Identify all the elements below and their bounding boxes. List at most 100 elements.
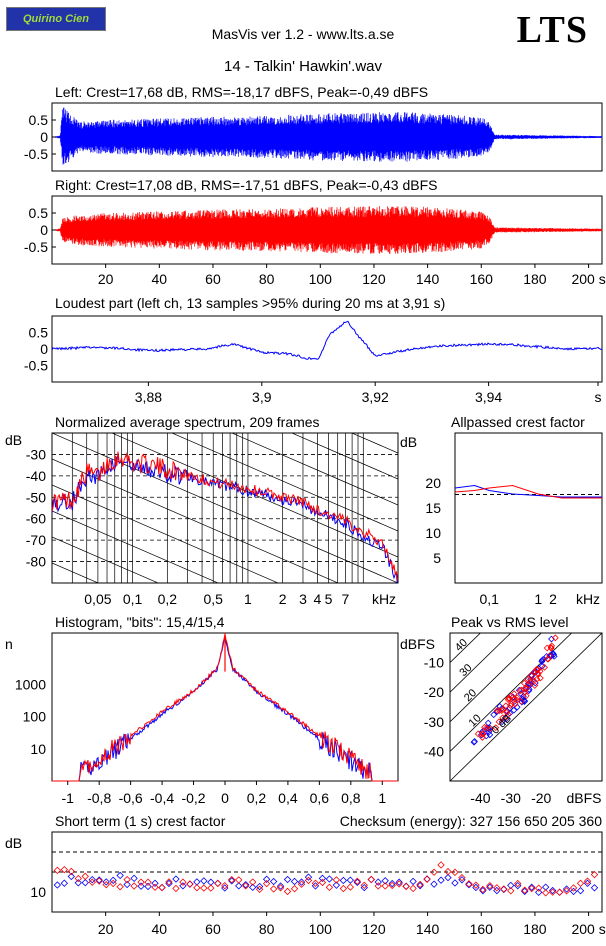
shortcrest-left-point bbox=[409, 877, 417, 886]
shortcrest-left-point bbox=[318, 874, 327, 883]
shortcrest-left-point bbox=[242, 881, 250, 889]
allpass-ytick: 15 bbox=[425, 500, 441, 516]
shortcrest-right-point bbox=[242, 882, 250, 890]
loudest-xtick: 3,9 bbox=[252, 389, 272, 405]
shortcrest-right-point bbox=[332, 876, 341, 884]
peakrms-left-point bbox=[498, 705, 505, 713]
shortcrest-right-point bbox=[548, 888, 557, 896]
shortcrest-right-point bbox=[151, 883, 159, 891]
shortcrest-right-point bbox=[269, 885, 278, 893]
shortcrest-left-point bbox=[514, 881, 522, 890]
shortcrest-right-point bbox=[479, 885, 487, 894]
shortcrest-right-point bbox=[116, 883, 124, 891]
shortcrest-left-point bbox=[186, 880, 194, 888]
shortcrest-right-point bbox=[130, 882, 138, 890]
shortcrest-left-point bbox=[74, 879, 82, 887]
spectrum-xtick: 0,05 bbox=[84, 591, 111, 607]
shortcrest-left-point bbox=[367, 875, 375, 884]
shortcrest-right-point bbox=[297, 880, 306, 888]
allpass-ytick: 5 bbox=[433, 550, 441, 566]
shortcrest-right-point bbox=[276, 884, 285, 892]
peakrms-ytick: -40 bbox=[424, 743, 444, 759]
shortcrest-left-point bbox=[165, 879, 173, 888]
shortcrest-right-point bbox=[228, 875, 236, 884]
peakrms-left-point bbox=[471, 737, 478, 745]
quirino-logo: Quirino Cien bbox=[6, 7, 106, 31]
shortcrest-xtick: 200 s bbox=[571, 921, 605, 937]
peakrms-right-point bbox=[495, 718, 503, 726]
shortcrest-left-point bbox=[116, 871, 124, 880]
shortcrest-left-point bbox=[388, 879, 396, 888]
shortcrest-left-point bbox=[332, 881, 341, 889]
spectrum-diag bbox=[52, 484, 279, 583]
peakrms-right-point bbox=[508, 700, 515, 708]
shortcrest-title: Short term (1 s) crest factor bbox=[55, 813, 226, 829]
shortcrest-left-point bbox=[528, 883, 536, 891]
shortcrest-right-point bbox=[437, 861, 445, 869]
shortcrest-right-point bbox=[318, 878, 327, 887]
shortcrest-right-point bbox=[325, 883, 334, 891]
spectrum-title: Normalized average spectrum, 209 frames bbox=[55, 414, 320, 430]
peakrms-diag-line bbox=[450, 633, 542, 723]
peakrms-right-point bbox=[524, 676, 532, 683]
shortcrest-right-point bbox=[158, 883, 166, 892]
shortcrest-left-point bbox=[172, 875, 180, 883]
shortcrest-right-point bbox=[193, 884, 201, 892]
peakrms-left-point bbox=[538, 662, 546, 670]
peakrms-right-point bbox=[521, 689, 529, 696]
left-wave-ytick: -0.5 bbox=[24, 146, 48, 162]
histogram-xtick: 0,6 bbox=[310, 790, 330, 806]
shortcrest-right-point bbox=[402, 882, 410, 891]
spectrum-xtick: 7 bbox=[342, 591, 350, 607]
time-axis-tick: 160 bbox=[470, 271, 494, 287]
shortcrest-left-point bbox=[297, 878, 306, 886]
shortcrest-left-point bbox=[249, 883, 257, 891]
shortcrest-left-point bbox=[472, 883, 480, 892]
time-axis-tick: 80 bbox=[259, 271, 275, 287]
peakrms-left-point bbox=[493, 708, 501, 715]
shortcrest-left-point bbox=[158, 883, 166, 892]
shortcrest-right-point bbox=[262, 879, 271, 888]
shortcrest-xtick: 100 bbox=[309, 921, 333, 937]
shortcrest-right-point bbox=[179, 878, 187, 886]
peakrms-diag-line bbox=[450, 633, 602, 781]
shortcrest-left-point bbox=[590, 884, 599, 892]
peakrms-right-point bbox=[547, 644, 555, 651]
shortcrest-left-point bbox=[67, 872, 75, 881]
shortcrest-right-point bbox=[409, 884, 417, 893]
peakrms-diag-label: 10 bbox=[467, 712, 484, 729]
shortcrest-left-point bbox=[81, 878, 89, 887]
peakrms-right-point bbox=[503, 708, 511, 716]
shortcrest-left-point bbox=[395, 878, 403, 886]
shortcrest-left-point bbox=[430, 880, 438, 888]
shortcrest-right-point bbox=[583, 877, 592, 885]
allpass-ytick: 20 bbox=[425, 475, 441, 491]
peakrms-xtick: -30 bbox=[501, 790, 521, 806]
shortcrest-right-point bbox=[200, 884, 208, 892]
loudest-title: Loudest part (left ch, 13 samples >95% d… bbox=[55, 295, 445, 311]
spectrum-xtick: 1 bbox=[244, 591, 252, 607]
spectrum-diag bbox=[171, 433, 398, 532]
histogram-ytick: 100 bbox=[23, 709, 47, 725]
peakrms-right-point bbox=[541, 663, 548, 671]
peakrms-right-point bbox=[533, 675, 541, 683]
peakrms-right-point bbox=[499, 705, 507, 713]
peakrms-right-point bbox=[543, 644, 551, 652]
spectrum-ytick: -80 bbox=[26, 554, 46, 570]
peakrms-left-point bbox=[490, 711, 498, 719]
shortcrest-right-point bbox=[381, 882, 389, 890]
shortcrest-left-point bbox=[458, 876, 466, 884]
shortcrest-left-point bbox=[123, 880, 131, 889]
peakrms-left-point bbox=[524, 680, 532, 688]
spectrum-ytick: -60 bbox=[26, 511, 46, 527]
peakrms-xtick: dBFS bbox=[566, 790, 601, 806]
peakrms-right-point bbox=[505, 694, 513, 702]
right-wave-ytick: -0.5 bbox=[24, 239, 48, 255]
shortcrest-right-point bbox=[500, 885, 508, 893]
peakrms-diag-line bbox=[450, 633, 481, 664]
time-axis-tick: 20 bbox=[98, 271, 114, 287]
shortcrest-left-point bbox=[486, 883, 494, 891]
spectrum-xtick: 0,5 bbox=[203, 591, 223, 607]
peakrms-diag-label: 30 bbox=[457, 662, 474, 679]
